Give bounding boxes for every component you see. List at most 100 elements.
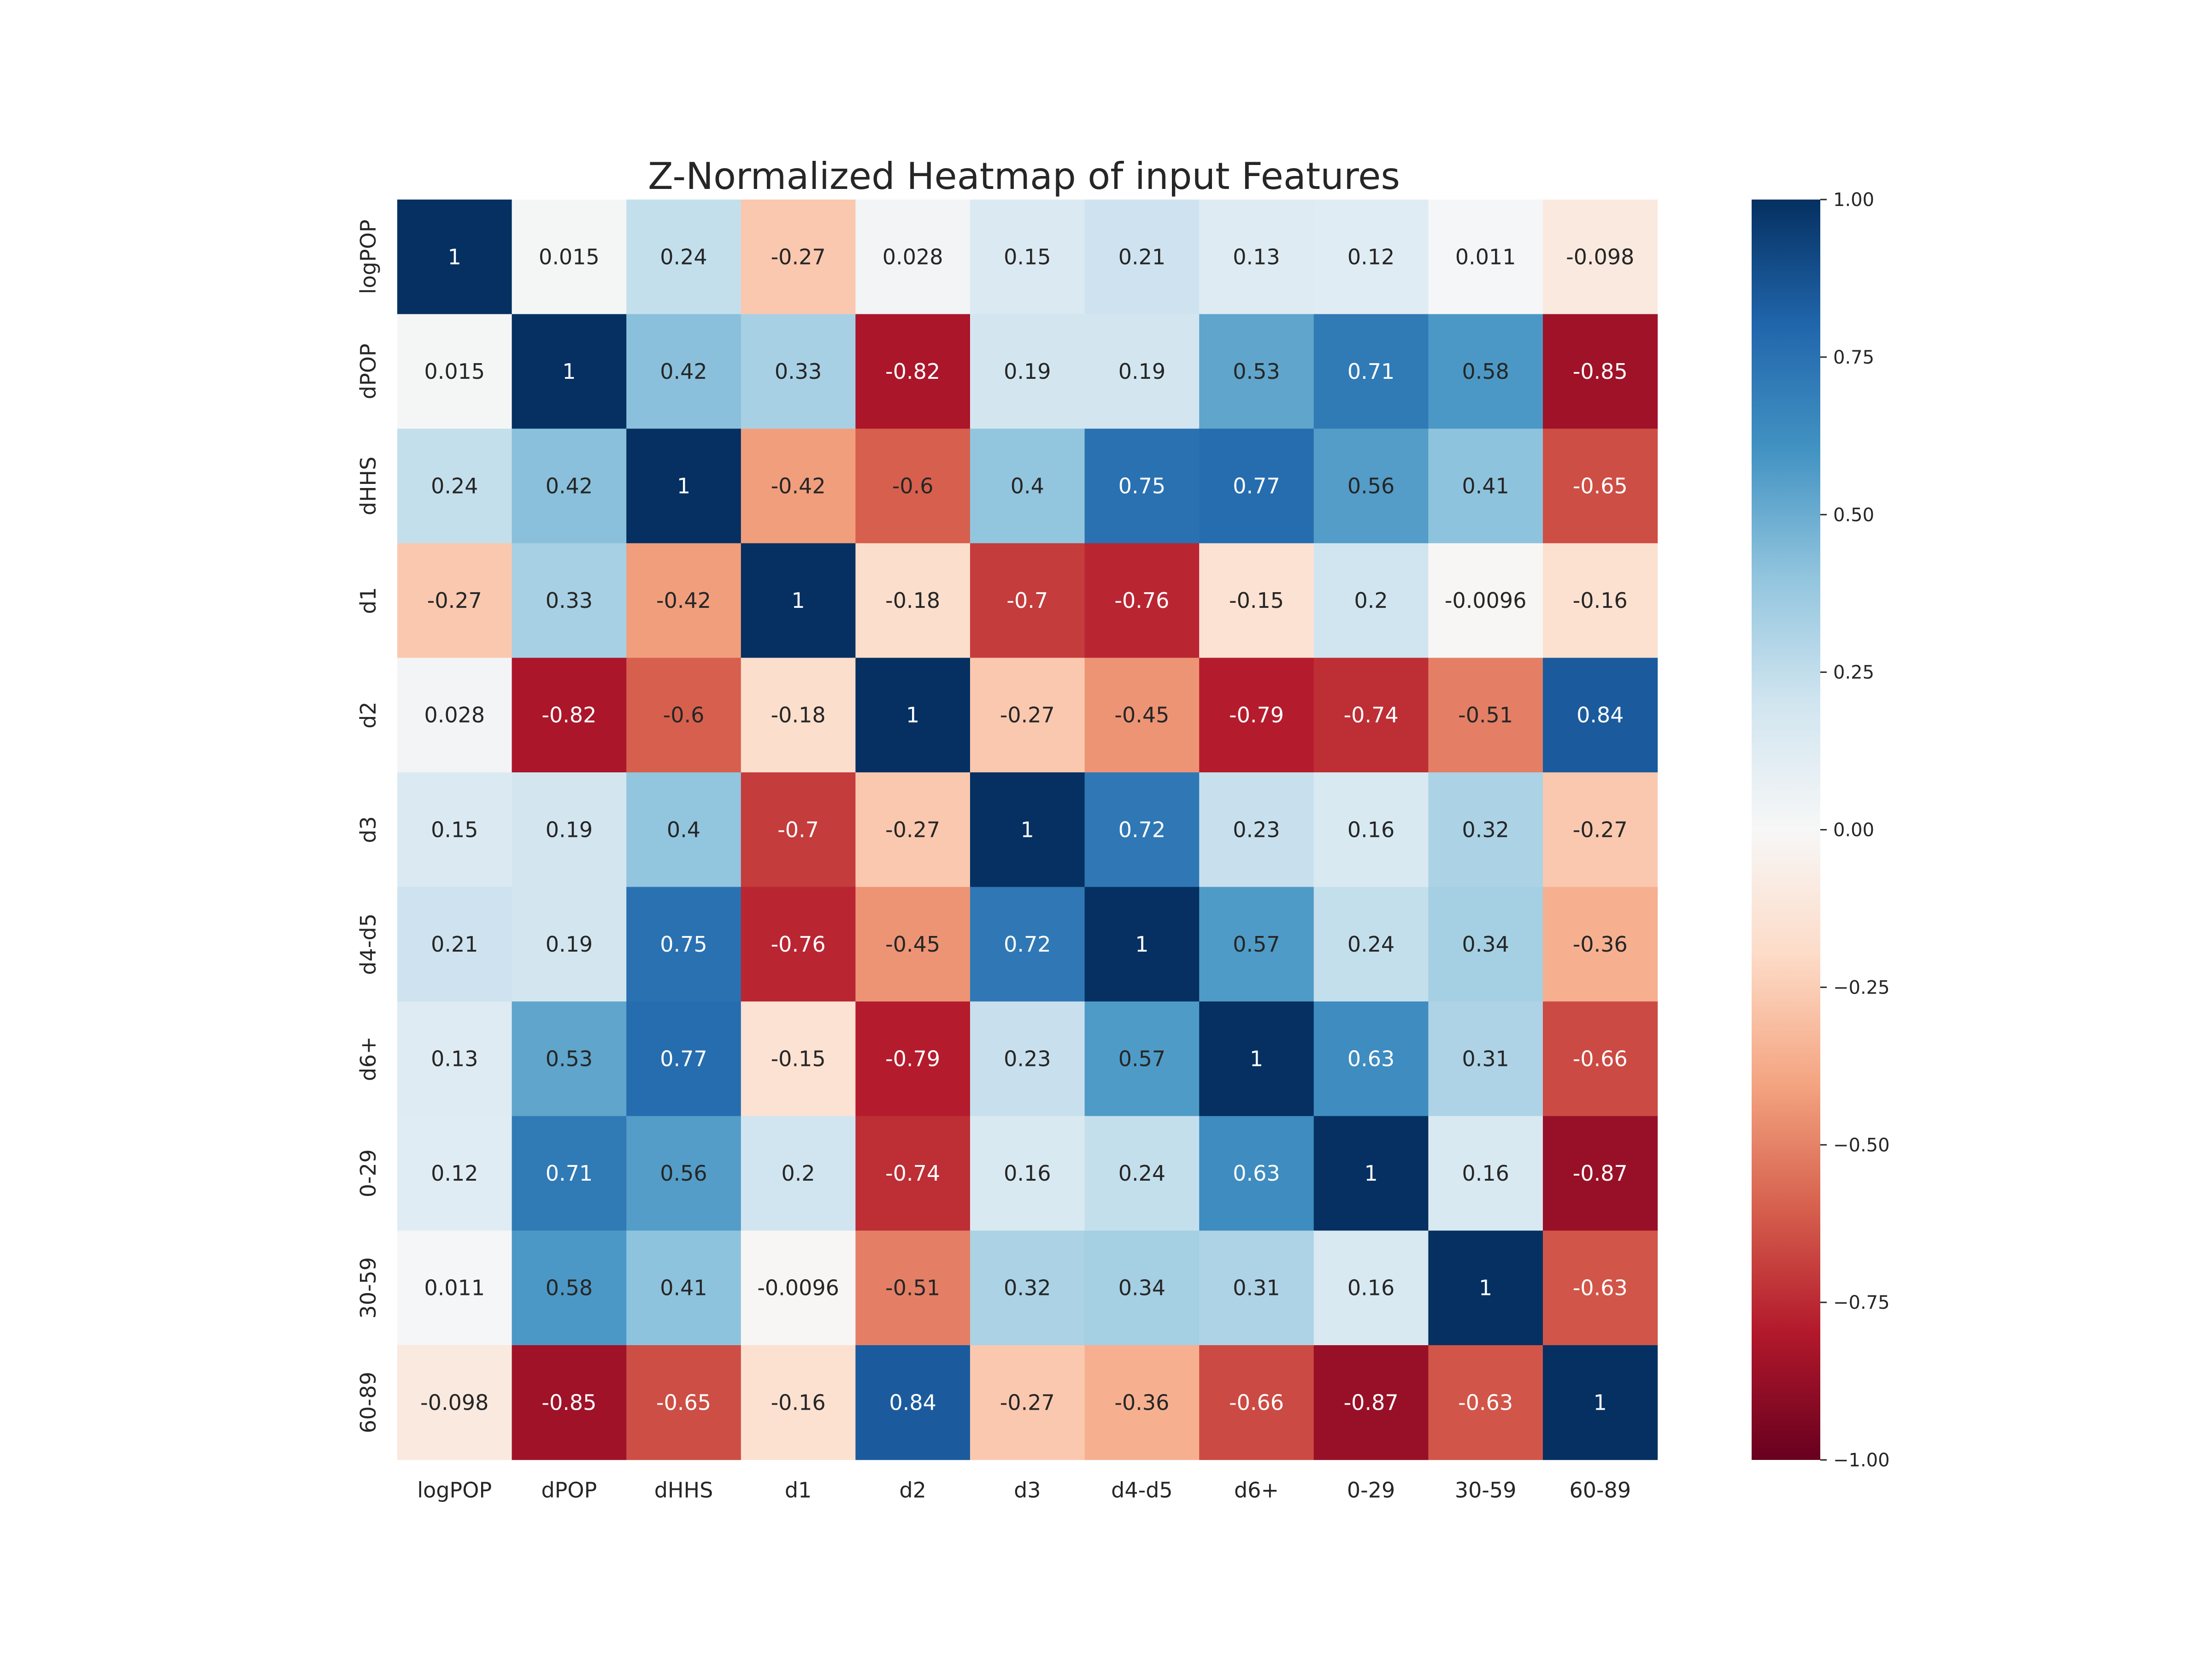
heatmap-cell bbox=[970, 429, 1085, 544]
heatmap-cell bbox=[1313, 314, 1429, 429]
heatmap-cell bbox=[970, 772, 1085, 888]
heatmap-cell bbox=[1313, 1116, 1429, 1231]
heatmap-cell bbox=[1543, 1230, 1658, 1346]
heatmap-cell bbox=[970, 543, 1085, 658]
heatmap-cell bbox=[1199, 543, 1314, 658]
heatmap-cell-label: 1 bbox=[1250, 1047, 1263, 1071]
heatmap-cell bbox=[397, 200, 512, 315]
heatmap-cell bbox=[626, 1230, 741, 1346]
heatmap-cell bbox=[626, 543, 741, 658]
heatmap-cell-label: 0.4 bbox=[1011, 474, 1044, 499]
heatmap-cell bbox=[855, 429, 971, 544]
heatmap-cell-label: -0.65 bbox=[656, 1390, 711, 1415]
heatmap-cell bbox=[397, 658, 512, 773]
heatmap-cell-label: 0.24 bbox=[1347, 932, 1394, 957]
heatmap-grid bbox=[397, 200, 1658, 1460]
chart-title: Z-Normalized Heatmap of input Features bbox=[648, 155, 1400, 198]
heatmap-cell-label: 0.015 bbox=[539, 244, 600, 269]
heatmap-cell-label: -0.7 bbox=[777, 817, 819, 842]
heatmap-cell bbox=[1313, 658, 1429, 773]
heatmap-cell bbox=[512, 543, 627, 658]
heatmap-cell-label: 1 bbox=[1479, 1276, 1492, 1300]
y-tick-label: logPOP bbox=[356, 219, 381, 294]
x-axis: logPOP dPOP dHHS d1 d2 d3 d4-d5 d6+ 0-29 30-59 60-… bbox=[417, 1478, 1631, 1503]
heatmap-cell-label: 0.56 bbox=[660, 1161, 707, 1186]
heatmap-cell bbox=[741, 1230, 856, 1346]
heatmap-cell-label: 1 bbox=[677, 474, 690, 499]
heatmap-cell bbox=[1313, 1345, 1429, 1460]
heatmap-cell bbox=[970, 887, 1085, 1002]
heatmap-cell-label: -0.36 bbox=[1573, 932, 1628, 957]
heatmap-cell bbox=[855, 658, 971, 773]
heatmap-cell bbox=[1543, 314, 1658, 429]
heatmap-cell-label: -0.27 bbox=[1573, 817, 1628, 842]
heatmap-cell-label: -0.87 bbox=[1344, 1390, 1399, 1415]
heatmap-cell-label: -0.76 bbox=[771, 932, 826, 957]
heatmap-cell-label: 0.31 bbox=[1462, 1047, 1509, 1071]
heatmap-cell-label: 0.75 bbox=[660, 932, 707, 957]
heatmap-cell bbox=[397, 314, 512, 429]
heatmap-cell bbox=[741, 1116, 856, 1231]
heatmap-cell bbox=[626, 1001, 741, 1117]
heatmap-cell-label: 0.77 bbox=[1233, 474, 1280, 499]
heatmap-cell bbox=[1428, 314, 1543, 429]
heatmap-cell bbox=[1199, 887, 1314, 1002]
heatmap-cell-label: -0.82 bbox=[541, 703, 596, 728]
heatmap-cell bbox=[741, 1001, 856, 1117]
heatmap-cell bbox=[626, 200, 741, 315]
heatmap-cell-label: 0.31 bbox=[1233, 1276, 1280, 1300]
heatmap-cell bbox=[741, 658, 856, 773]
heatmap-cell bbox=[1543, 772, 1658, 888]
heatmap-cell-label: 0.13 bbox=[1233, 244, 1280, 269]
x-tick-label: d6+ bbox=[1234, 1478, 1279, 1503]
heatmap-cell-label: 0.24 bbox=[660, 244, 707, 269]
heatmap-cell-label: 0.77 bbox=[660, 1047, 707, 1071]
heatmap-cell bbox=[512, 658, 627, 773]
heatmap-cell-label: -0.85 bbox=[1573, 359, 1628, 384]
heatmap-cell bbox=[1084, 658, 1200, 773]
x-tick-label: d2 bbox=[899, 1478, 926, 1503]
heatmap-cell bbox=[512, 1345, 627, 1460]
heatmap-cell-label: -0.27 bbox=[771, 244, 826, 269]
x-tick-label: dPOP bbox=[541, 1478, 597, 1503]
heatmap-cell-label: 0.53 bbox=[546, 1047, 593, 1071]
heatmap-cell-label: -0.65 bbox=[1573, 474, 1628, 499]
heatmap-cell-label: 0.33 bbox=[546, 588, 593, 613]
heatmap-cell bbox=[1313, 772, 1429, 888]
heatmap-cell bbox=[1084, 543, 1200, 658]
heatmap-cell bbox=[1543, 658, 1658, 773]
heatmap-cell-label: -0.18 bbox=[771, 703, 826, 728]
heatmap-cell-label: -0.63 bbox=[1573, 1276, 1628, 1300]
colorbar-tick-label: 0.25 bbox=[1833, 662, 1874, 683]
heatmap-cell bbox=[1199, 658, 1314, 773]
colorbar: 1.00 0.75 0.50 0.25 0.00 −0.25 −0.50 −0.75 −1.00 bbox=[1752, 189, 1890, 1471]
colorbar-tick-label: 0.00 bbox=[1833, 820, 1874, 841]
heatmap-cell-label: 1 bbox=[1594, 1390, 1607, 1415]
heatmap-cell-label: 0.34 bbox=[1118, 1276, 1165, 1300]
heatmap-cell-label: 0.84 bbox=[889, 1390, 936, 1415]
heatmap-cell-label: -0.6 bbox=[892, 474, 934, 499]
heatmap-cell bbox=[855, 1230, 971, 1346]
heatmap-cell bbox=[1428, 1001, 1543, 1117]
heatmap-cell bbox=[1084, 200, 1200, 315]
heatmap-cell bbox=[397, 772, 512, 888]
heatmap-cell bbox=[1543, 1001, 1658, 1117]
heatmap-cell bbox=[1428, 1345, 1543, 1460]
heatmap-cell-label: -0.66 bbox=[1229, 1390, 1284, 1415]
heatmap-cell-label: 0.34 bbox=[1462, 932, 1509, 957]
heatmap-cell bbox=[855, 1345, 971, 1460]
heatmap-cell-label: 0.63 bbox=[1233, 1161, 1280, 1186]
colorbar-gradient bbox=[1752, 200, 1820, 1460]
heatmap-cell-label: 0.19 bbox=[546, 932, 593, 957]
heatmap-cell-label: 0.15 bbox=[1004, 244, 1051, 269]
heatmap-cell-label: 1 bbox=[1135, 932, 1148, 957]
heatmap-cell-label: 0.23 bbox=[1233, 817, 1280, 842]
heatmap-cell-label: -0.42 bbox=[656, 588, 711, 613]
x-tick-label: dHHS bbox=[654, 1478, 713, 1503]
heatmap-cell bbox=[1543, 1345, 1658, 1460]
heatmap-cell-label: 1 bbox=[448, 244, 461, 269]
heatmap-cell-label: 0.23 bbox=[1004, 1047, 1051, 1071]
heatmap-cell-label: 0.2 bbox=[1354, 588, 1388, 613]
heatmap-cell bbox=[397, 1230, 512, 1346]
heatmap-cell bbox=[512, 429, 627, 544]
